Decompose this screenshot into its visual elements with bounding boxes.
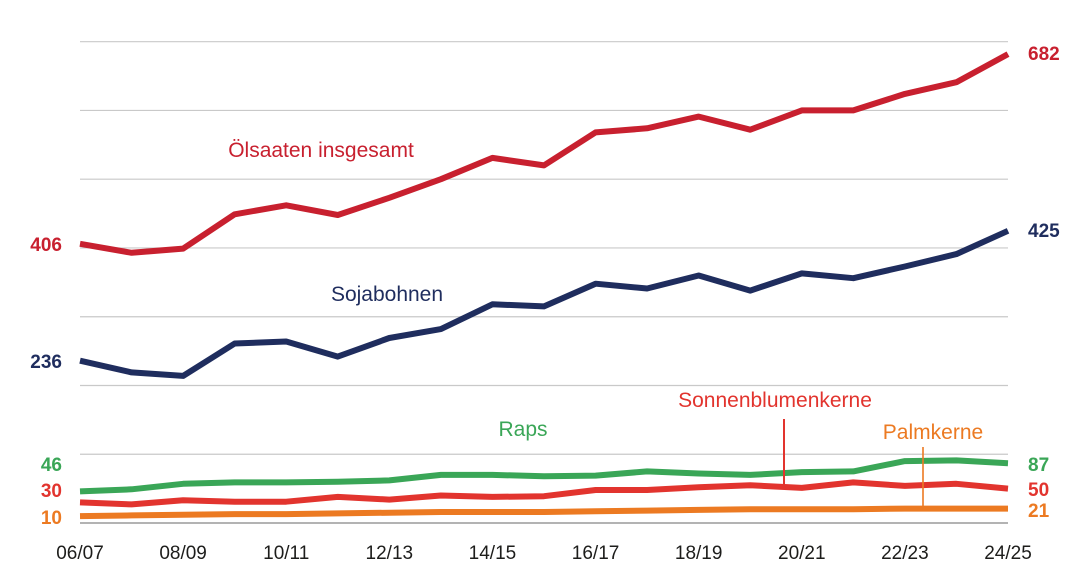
annotations (783, 419, 924, 508)
series-line-sojabohnen (79, 228, 1010, 379)
series-line-palmkerne (79, 505, 1008, 520)
start-label-palmkerne: 10 (41, 508, 62, 529)
start-label-raps: 46 (41, 455, 62, 476)
x-tick-label: 14/15 (469, 543, 517, 564)
x-tick-label: 18/19 (675, 543, 723, 564)
x-tick-label: 22/23 (881, 543, 929, 564)
end-label-palmkerne: 21 (1028, 501, 1050, 522)
x-tick-label: 10/11 (263, 543, 309, 564)
start-label-sojabohnen: 236 (30, 352, 62, 373)
x-tick-label: 16/17 (572, 543, 620, 564)
end-label--lsaaten-insgesamt: 682 (1028, 44, 1060, 65)
series-line--lsaaten-insgesamt (79, 51, 1010, 256)
x-tick-label: 24/25 (984, 543, 1032, 564)
series-label-raps: Raps (498, 418, 547, 441)
series-line-sonnenblumenkerne (79, 479, 1009, 508)
x-tick-label: 20/21 (778, 543, 826, 564)
series-label--lsaaten-insgesamt: Ölsaaten insgesamt (228, 139, 414, 162)
series-label-sonnenblumenkerne: Sonnenblumenkerne (678, 389, 872, 412)
end-label-raps: 87 (1028, 455, 1049, 476)
x-tick-label: 12/13 (366, 543, 414, 564)
labels: 406 682 236 425 46 87 30 50 10 21 Ölsaaten insgesa… (30, 44, 1060, 529)
x-tick-label: 06/07 (56, 543, 104, 564)
start-label-sonnenblumenkerne: 30 (41, 481, 62, 502)
end-label-sonnenblumenkerne: 50 (1028, 480, 1049, 501)
series-lines (79, 51, 1010, 520)
series-label-palmkerne: Palmkerne (883, 421, 983, 444)
end-label-sojabohnen: 425 (1028, 221, 1060, 242)
gridlines (80, 41, 1008, 524)
x-tick-label: 08/09 (159, 543, 207, 564)
series-line-raps (79, 457, 1009, 495)
x-axis-ticks: 06/07 08/09 10/11 12/13 14/15 16/17 18/19 20/21… (56, 543, 1032, 564)
series-label-sojabohnen: Sojabohnen (331, 283, 443, 306)
start-label--lsaaten-insgesamt: 406 (30, 235, 62, 256)
